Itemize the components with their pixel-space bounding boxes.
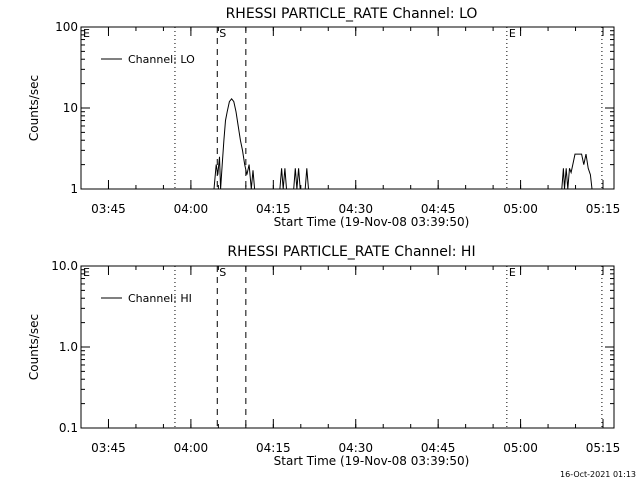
x-tick-label: 04:15: [256, 202, 291, 216]
x-tick-label: 05:00: [503, 441, 538, 455]
x-tick-label: 04:30: [338, 202, 373, 216]
x-tick-label: 04:15: [256, 441, 291, 455]
event-marker-label: E: [509, 266, 516, 279]
y-tick-label: 0.1: [59, 421, 78, 435]
plot-frame: [80, 26, 615, 190]
series-line-channel-lo: [561, 153, 593, 190]
y-tick-label: 10.0: [51, 259, 78, 273]
x-tick-label: 03:45: [91, 441, 126, 455]
timestamp-label: 16-Oct-2021 01:13: [560, 470, 636, 479]
hi-channel-panel: RHESSI PARTICLE_RATE Channel: HI 0.1 1.0 10…: [27, 244, 620, 468]
x-tick-label: 04:45: [421, 441, 456, 455]
y-tick-label: 100: [55, 20, 78, 34]
event-marker-label: E: [509, 27, 516, 40]
legend-label: Channel: LO: [128, 53, 195, 66]
y-axis-label: Counts/sec: [27, 75, 41, 141]
x-tick-label: 05:15: [586, 441, 621, 455]
x-tick-label: 04:00: [174, 441, 209, 455]
x-tick-label: 05:15: [586, 202, 621, 216]
x-axis-label: Start Time (19-Nov-08 03:39:50): [274, 454, 470, 468]
chart-title: RHESSI PARTICLE_RATE Channel: LO: [226, 6, 478, 22]
event-marker-label: S: [219, 27, 226, 40]
x-tick-label: 03:45: [91, 202, 126, 216]
x-tick-label: 04:30: [338, 441, 373, 455]
legend-label: Channel: HI: [128, 292, 192, 305]
x-axis-label: Start Time (19-Nov-08 03:39:50): [274, 215, 470, 229]
plot-frame: [80, 265, 615, 429]
y-tick-label: 10: [63, 101, 78, 115]
x-tick-label: 05:00: [503, 202, 538, 216]
lo-channel-panel: RHESSI PARTICLE_RATE Channel: LO 1 10 100 03…: [27, 6, 620, 229]
series-line-channel-lo: [213, 97, 256, 190]
event-marker-label: S: [219, 266, 226, 279]
y-tick-label: 1.0: [59, 340, 78, 354]
y-tick-label: 1: [70, 182, 78, 196]
x-tick-label: 04:45: [421, 202, 456, 216]
x-tick-label: 04:00: [174, 202, 209, 216]
event-marker-label: E: [83, 27, 90, 40]
chart-title: RHESSI PARTICLE_RATE Channel: HI: [227, 244, 475, 260]
series-line-channel-lo: [279, 168, 309, 190]
event-marker-label: E: [83, 266, 90, 279]
y-axis-label: Counts/sec: [27, 314, 41, 380]
